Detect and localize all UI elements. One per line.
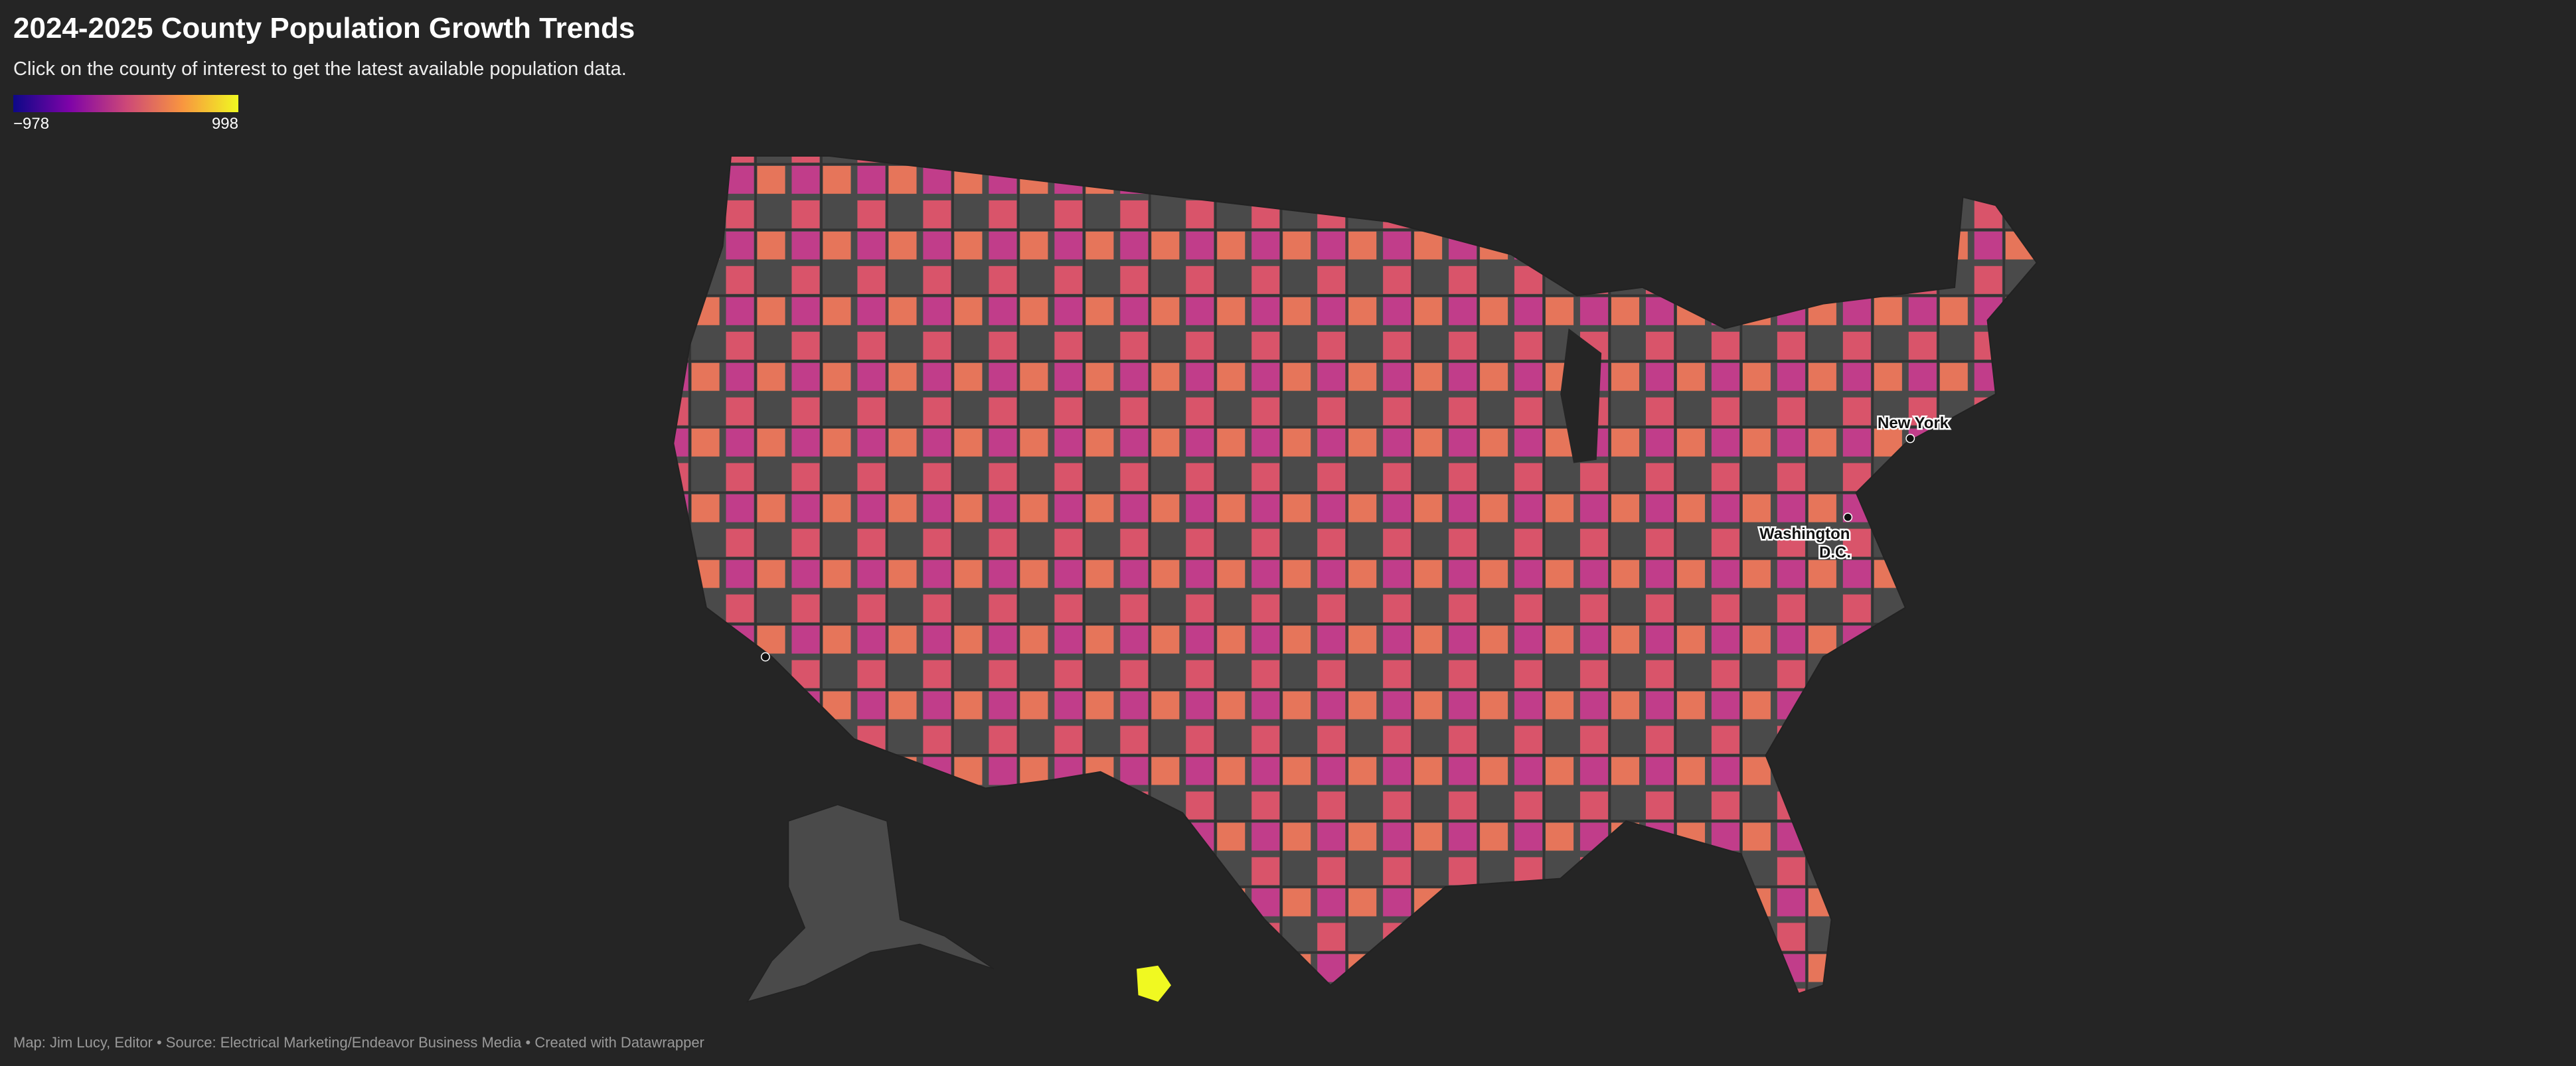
legend-bar bbox=[13, 95, 238, 112]
city-dot bbox=[1905, 433, 1915, 443]
city-dot bbox=[1843, 512, 1853, 522]
lower-48 bbox=[673, 155, 2038, 995]
alaska bbox=[746, 804, 995, 1003]
footer: Map: Jim Lucy, Editor • Source: Electric… bbox=[13, 1034, 704, 1051]
city-label: New York bbox=[1878, 414, 1949, 432]
hawaii bbox=[1137, 965, 1171, 1002]
city-label: Washington bbox=[1759, 525, 1850, 543]
subtitle: Click on the county of interest to get t… bbox=[13, 58, 627, 80]
us-map bbox=[673, 155, 2038, 1003]
legend-label: −978 bbox=[13, 115, 49, 133]
title: 2024-2025 County Population Growth Trend… bbox=[13, 12, 635, 44]
city-label: D.C. bbox=[1819, 544, 1851, 562]
legend-label: 998 bbox=[212, 115, 238, 133]
city-dot bbox=[760, 652, 770, 662]
great-lakes bbox=[1560, 328, 1602, 463]
